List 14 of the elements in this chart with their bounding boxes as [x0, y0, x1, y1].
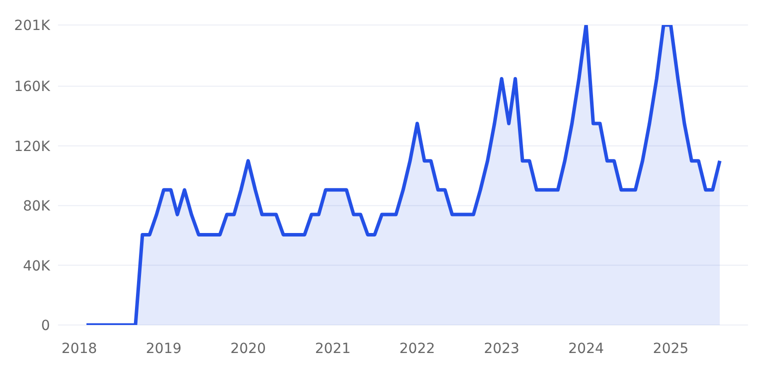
x-tick-label: 2025	[652, 340, 689, 357]
x-tick-label: 2021	[314, 340, 351, 357]
y-tick-label: 80K	[23, 198, 51, 215]
y-tick-label: 40K	[23, 258, 51, 274]
y-tick-label: 120K	[14, 138, 51, 155]
y-tick-label: 160K	[14, 79, 51, 96]
y-tick-label: 0	[41, 318, 50, 334]
x-tick-label: 2018	[61, 340, 98, 357]
x-tick-label: 2022	[399, 340, 436, 357]
y-tick-label: 201K	[14, 18, 51, 34]
x-tick-label: 2020	[230, 340, 266, 357]
x-tick-label: 2019	[146, 340, 182, 357]
x-tick-label: 2024	[568, 340, 604, 357]
x-tick-label: 2023	[484, 340, 520, 357]
